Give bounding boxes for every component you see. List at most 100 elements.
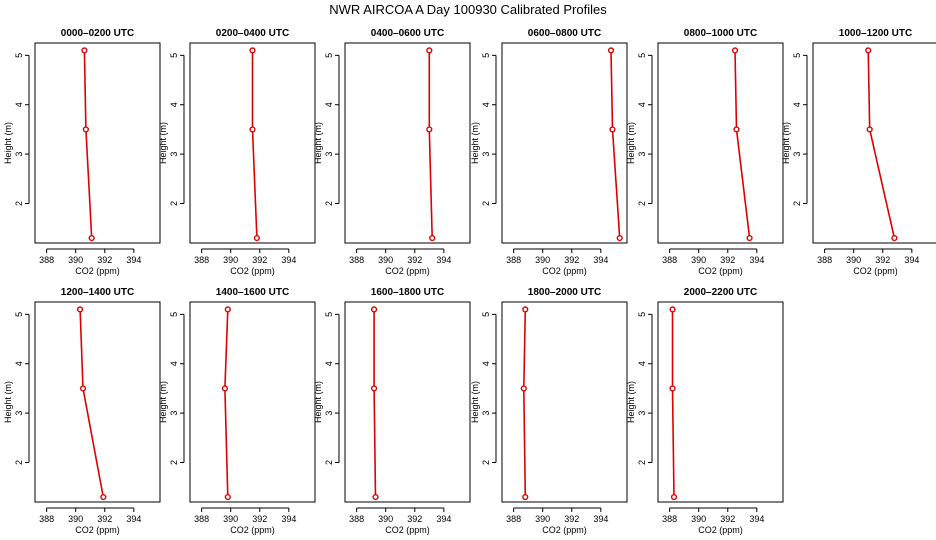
x-tick-label: 390 [378,514,393,524]
y-tick-label: 4 [481,361,491,366]
y-axis-label: Height (m) [313,381,323,423]
y-axis-label: Height (m) [781,122,791,164]
data-point [609,126,616,133]
y-tick-label: 3 [14,411,24,416]
data-point [76,306,84,313]
data-point [522,306,529,313]
y-tick-label: 2 [169,201,179,206]
panel-1: 0000–0200 UTC 388 390 392 394 CO2 (ppm) 2 3 4 5 He… [3,28,161,276]
data-point [249,126,256,133]
data-point [88,234,95,242]
y-tick-label: 3 [324,152,334,157]
y-tick-label: 2 [169,460,179,465]
plot-frame [657,301,784,503]
y-tick-label: 3 [481,411,491,416]
x-tick-label: 390 [68,514,83,524]
x-tick-label: 390 [846,255,861,265]
x-tick-label: 390 [691,255,706,265]
data-point [670,493,678,501]
y-tick-label: 5 [324,53,334,58]
x-tick-label: 392 [407,514,422,524]
y-tick-label: 3 [169,411,179,416]
data-point [82,126,89,133]
y-axis-label: Height (m) [3,122,13,164]
series-line [251,50,258,239]
y-tick-label: 3 [169,152,179,157]
y-tick-label: 2 [324,201,334,206]
data-point [249,47,256,54]
y-tick-label: 3 [481,152,491,157]
panel-title: 0200–0400 UTC [216,28,289,39]
y-tick-label: 2 [324,460,334,465]
data-point [520,385,527,392]
x-tick-label: 392 [407,255,422,265]
y-axis-label: Height (m) [626,122,636,164]
x-tick-label: 394 [126,514,141,524]
data-point [746,234,753,242]
x-tick-label: 390 [223,514,238,524]
series-line [428,50,433,239]
y-tick-label: 4 [324,102,334,107]
y-tick-label: 2 [481,460,491,465]
plot-frame [34,301,161,503]
y-axis-label: Height (m) [158,381,168,423]
x-tick-label: 388 [817,255,832,265]
series-line [867,50,896,239]
panel-6: 1000–1200 UTC 388 390 392 394 CO2 (ppm) 2 3 4 5 He… [781,28,936,276]
figure-title: NWR AIRCOA A Day 100930 Calibrated Profi… [329,2,607,17]
y-tick-label: 3 [324,411,334,416]
panel-7: 1200–1400 UTC 388 390 392 394 CO2 (ppm) 2 3 4 5 He… [3,287,161,535]
data-point [891,234,898,242]
x-tick-label: 394 [593,514,608,524]
series-line [671,309,675,498]
plot-frame [344,42,471,244]
y-tick-label: 3 [637,152,647,157]
data-point [429,234,436,242]
x-tick-label: 394 [593,255,608,265]
panel-title: 1600–1800 UTC [371,287,444,298]
x-tick-label: 394 [749,255,764,265]
y-axis-label: Height (m) [3,381,13,423]
y-tick-label: 4 [637,102,647,107]
x-axis-label: CO2 (ppm) [853,266,898,276]
x-tick-label: 390 [535,255,550,265]
plot-frame [657,42,784,244]
x-axis-label: CO2 (ppm) [385,266,430,276]
panel-title: 1400–1600 UTC [216,287,289,298]
x-axis-label: CO2 (ppm) [698,266,743,276]
x-tick-label: 392 [97,255,112,265]
data-point [253,234,260,242]
data-point [370,306,378,313]
y-tick-label: 2 [637,460,647,465]
x-tick-label: 388 [39,514,54,524]
x-tick-label: 392 [252,255,267,265]
x-tick-label: 390 [223,255,238,265]
y-tick-label: 2 [481,201,491,206]
data-point [865,47,872,54]
y-tick-label: 5 [14,53,24,58]
series-line [83,50,93,239]
x-axis-label: CO2 (ppm) [230,266,275,276]
series-line [610,50,621,239]
panel-9: 1600–1800 UTC 388 390 392 394 CO2 (ppm) 2 3 4 5 He… [313,287,471,535]
y-tick-label: 5 [324,312,334,317]
y-tick-label: 2 [637,201,647,206]
y-tick-label: 2 [14,201,24,206]
data-point [733,126,740,133]
y-axis-label: Height (m) [626,381,636,423]
series-line [373,309,377,498]
data-point [669,306,676,313]
data-point [224,493,231,501]
x-tick-label: 388 [349,514,364,524]
panel-title: 1200–1400 UTC [61,287,134,298]
x-tick-label: 388 [662,514,677,524]
x-tick-label: 388 [194,255,209,265]
panel-11: 2000–2200 UTC 388 390 392 394 CO2 (ppm) 2 3 4 5 He… [626,287,784,535]
x-tick-label: 392 [252,514,267,524]
data-point [221,385,228,392]
y-tick-label: 3 [792,152,802,157]
x-tick-label: 390 [535,514,550,524]
data-point [100,493,107,501]
y-tick-label: 3 [14,152,24,157]
x-tick-label: 388 [506,514,521,524]
